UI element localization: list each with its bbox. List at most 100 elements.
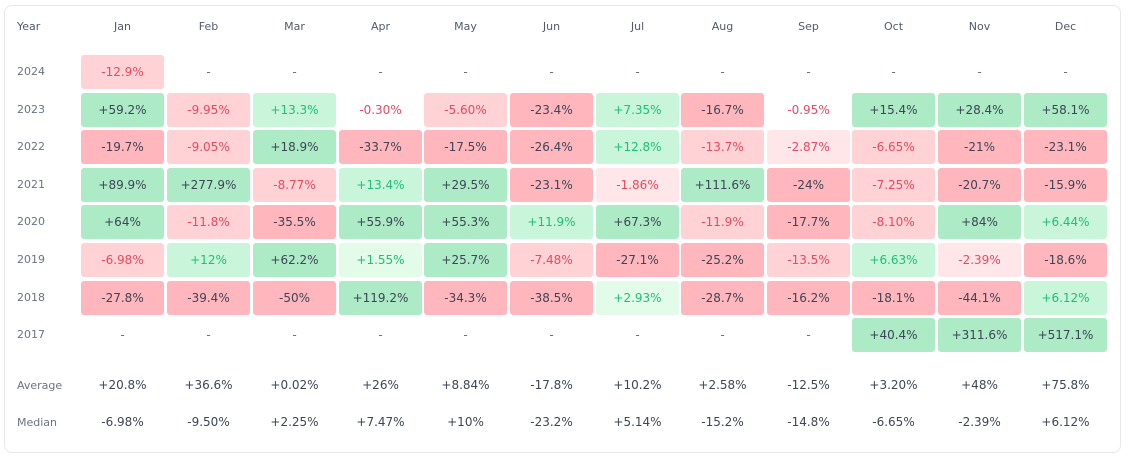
return-cell: - — [891, 65, 896, 79]
return-cell: +58.1% — [1024, 92, 1107, 127]
return-cell: -34.3% — [424, 280, 507, 315]
return-cell: +13.4% — [339, 167, 422, 202]
stat-label-average: Average — [17, 379, 63, 392]
return-cell: -35.5% — [253, 205, 336, 240]
year-column-header: Year — [17, 20, 41, 33]
return-cell: -23.1% — [510, 167, 593, 202]
return-cell: +55.3% — [424, 205, 507, 240]
stat-value: +75.8% — [1041, 378, 1090, 392]
stat-value: +26% — [362, 378, 399, 392]
return-cell: +12% — [167, 243, 250, 277]
stat-value: -6.65% — [872, 415, 915, 429]
return-cell: +18.9% — [253, 130, 336, 165]
return-cell: -9.05% — [167, 130, 250, 165]
return-cell: +6.44% — [1024, 205, 1107, 240]
stat-value: +0.02% — [270, 378, 319, 392]
month-header-nov: Nov — [968, 20, 991, 33]
return-cell: -13.7% — [681, 130, 764, 165]
return-cell: - — [463, 328, 468, 343]
return-cell: +64% — [81, 205, 164, 240]
stat-label-median: Median — [17, 416, 58, 429]
stat-value: -12.5% — [787, 378, 830, 392]
return-cell: - — [292, 65, 297, 79]
return-cell: - — [549, 328, 554, 343]
return-cell: +6.63% — [852, 243, 935, 277]
return-cell: -44.1% — [938, 280, 1021, 315]
stat-value: -23.2% — [530, 415, 573, 429]
return-cell: -13.5% — [767, 243, 850, 277]
return-cell: - — [206, 328, 211, 343]
return-cell: -5.60% — [424, 92, 507, 127]
return-cell: -25.2% — [681, 243, 764, 277]
return-cell: +12.8% — [596, 130, 679, 165]
return-cell: -24% — [767, 167, 850, 202]
return-cell: -6.98% — [81, 243, 164, 277]
return-cell: -28.7% — [681, 280, 764, 315]
return-cell: +2.93% — [596, 280, 679, 315]
return-cell: +15.4% — [852, 92, 935, 127]
stat-value: +48% — [961, 378, 998, 392]
return-cell: -9.95% — [167, 92, 250, 127]
return-cell: +7.35% — [596, 92, 679, 127]
return-cell: -21% — [938, 130, 1021, 165]
return-cell: +89.9% — [81, 167, 164, 202]
month-header-may: May — [454, 20, 477, 33]
return-cell: -16.7% — [681, 92, 764, 127]
return-cell: -20.7% — [938, 167, 1021, 202]
month-header-feb: Feb — [198, 20, 219, 33]
month-header-jul: Jul — [630, 20, 645, 33]
return-cell: +6.12% — [1024, 280, 1107, 315]
stat-value: +6.12% — [1041, 415, 1090, 429]
month-header-aug: Aug — [711, 20, 734, 33]
return-cell: -11.9% — [681, 205, 764, 240]
return-cell: -50% — [253, 280, 336, 315]
stat-value: -17.8% — [530, 378, 573, 392]
return-cell: -12.9% — [81, 55, 164, 89]
month-header-apr: Apr — [370, 20, 391, 33]
return-cell: - — [1063, 65, 1068, 79]
return-cell: - — [378, 65, 383, 79]
return-cell: - — [378, 328, 383, 343]
return-cell: +84% — [938, 205, 1021, 240]
return-cell: -7.25% — [852, 167, 935, 202]
return-cell: -38.5% — [510, 280, 593, 315]
return-cell: -23.4% — [510, 92, 593, 127]
return-cell: - — [292, 328, 297, 343]
stat-value: +36.6% — [184, 378, 233, 392]
return-cell: +40.4% — [852, 318, 935, 353]
return-cell: -19.7% — [81, 130, 164, 165]
stat-value: -9.50% — [187, 415, 230, 429]
return-cell: -17.7% — [767, 205, 850, 240]
return-cell: +277.9% — [167, 167, 250, 202]
return-cell: - — [635, 328, 640, 343]
return-cell: +62.2% — [253, 243, 336, 277]
return-cell: +111.6% — [681, 167, 764, 202]
return-cell: - — [463, 65, 468, 79]
return-cell: +67.3% — [596, 205, 679, 240]
return-cell: -7.48% — [510, 243, 593, 277]
year-label-2023: 2023 — [17, 102, 45, 116]
stat-value: +3.20% — [869, 378, 918, 392]
return-cell: -0.95% — [787, 102, 830, 117]
return-cell: -17.5% — [424, 130, 507, 165]
month-header-oct: Oct — [883, 20, 904, 33]
month-header-jan: Jan — [114, 20, 131, 33]
stat-value: +20.8% — [98, 378, 147, 392]
stat-value: -6.98% — [101, 415, 144, 429]
return-cell: +11.9% — [510, 205, 593, 240]
return-cell: -18.6% — [1024, 243, 1107, 277]
return-cell: -16.2% — [767, 280, 850, 315]
return-cell: -8.77% — [253, 167, 336, 202]
stat-value: +10.2% — [613, 378, 662, 392]
return-cell: -1.86% — [596, 167, 679, 202]
return-cell: - — [635, 65, 640, 79]
return-cell: - — [977, 65, 982, 79]
return-cell: +28.4% — [938, 92, 1021, 127]
year-label-2019: 2019 — [17, 253, 45, 266]
year-label-2022: 2022 — [17, 140, 45, 154]
return-cell: -8.10% — [852, 205, 935, 240]
return-cell: - — [206, 65, 211, 79]
year-label-2017: 2017 — [17, 328, 45, 342]
year-label-2020: 2020 — [17, 215, 45, 229]
return-cell: +13.3% — [253, 92, 336, 127]
